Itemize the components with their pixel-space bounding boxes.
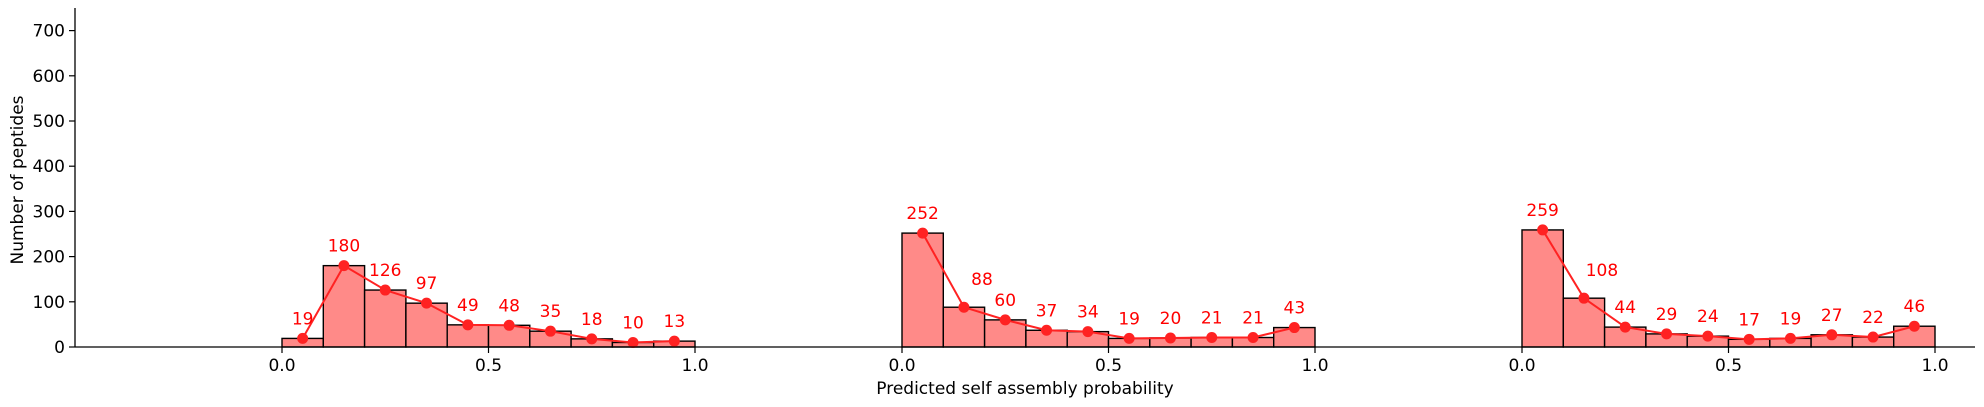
y-tick-label: 200 bbox=[33, 248, 65, 268]
data-point bbox=[1578, 292, 1590, 304]
bars-layer bbox=[281, 229, 1936, 348]
data-point bbox=[1826, 329, 1838, 341]
data-point bbox=[1867, 331, 1879, 343]
histogram-bar bbox=[363, 289, 407, 348]
data-point bbox=[297, 332, 309, 344]
data-point bbox=[958, 301, 970, 313]
data-label: 18 bbox=[581, 310, 603, 330]
data-point bbox=[999, 314, 1011, 326]
data-label: 19 bbox=[1118, 309, 1140, 329]
data-label: 46 bbox=[1904, 297, 1926, 317]
data-label: 97 bbox=[416, 274, 438, 294]
data-label: 13 bbox=[664, 312, 686, 332]
data-label: 252 bbox=[906, 204, 938, 224]
x-axis-title: Predicted self assembly probability bbox=[876, 379, 1173, 399]
data-label: 22 bbox=[1862, 308, 1884, 328]
data-point bbox=[1702, 330, 1714, 342]
axes-layer bbox=[74, 8, 1975, 348]
data-label: 19 bbox=[1780, 309, 1802, 329]
data-label: 19 bbox=[292, 309, 314, 329]
histogram-bar bbox=[901, 232, 944, 348]
y-tick-label: 0 bbox=[54, 338, 65, 358]
y-axis-title: Number of peptides bbox=[8, 95, 28, 264]
data-point bbox=[917, 227, 929, 239]
data-label: 20 bbox=[1160, 309, 1182, 329]
data-label: 43 bbox=[1284, 299, 1306, 319]
histogram-bar bbox=[1521, 229, 1564, 348]
x-tick-label: 1.0 bbox=[1301, 356, 1328, 376]
y-tick-label: 700 bbox=[33, 22, 65, 42]
y-tick-label: 300 bbox=[33, 202, 65, 222]
data-point bbox=[1123, 332, 1135, 344]
data-label: 35 bbox=[540, 302, 562, 322]
data-point bbox=[668, 335, 680, 347]
histogram-bar bbox=[322, 264, 366, 348]
data-point bbox=[338, 260, 350, 272]
data-point bbox=[1288, 322, 1300, 334]
y-tick-label: 600 bbox=[33, 67, 65, 87]
data-point bbox=[503, 319, 515, 331]
x-tick-label: 0.0 bbox=[888, 356, 915, 376]
data-point bbox=[1661, 328, 1673, 340]
data-label: 60 bbox=[994, 291, 1016, 311]
data-label: 180 bbox=[328, 237, 360, 257]
data-point bbox=[1908, 320, 1920, 332]
data-label: 88 bbox=[971, 270, 993, 290]
ticks-layer: 0.0 0.5 1.0 0.0 0.5 1.0 0.0 0.5 1.0 0 100 200 300 400… bbox=[33, 22, 1949, 376]
data-point bbox=[421, 297, 433, 309]
data-point bbox=[544, 325, 556, 337]
data-point bbox=[1784, 332, 1796, 344]
data-label: 24 bbox=[1697, 307, 1719, 327]
x-tick-label: 0.5 bbox=[475, 356, 502, 376]
data-point bbox=[462, 319, 474, 331]
y-tick-label: 500 bbox=[33, 112, 65, 132]
data-label: 259 bbox=[1526, 201, 1558, 221]
x-tick-label: 0.5 bbox=[1715, 356, 1742, 376]
data-point bbox=[1247, 332, 1259, 344]
data-label: 48 bbox=[498, 296, 520, 316]
data-point bbox=[586, 333, 598, 345]
y-tick-label: 100 bbox=[33, 293, 65, 313]
data-label: 49 bbox=[457, 296, 479, 316]
data-label: 37 bbox=[1036, 301, 1058, 321]
data-point bbox=[1619, 321, 1631, 333]
lines-layer bbox=[297, 224, 1920, 348]
data-label: 17 bbox=[1738, 310, 1760, 330]
x-tick-label: 0.5 bbox=[1095, 356, 1122, 376]
y-tick-label: 400 bbox=[33, 157, 65, 177]
x-tick-label: 0.0 bbox=[1508, 356, 1535, 376]
data-label: 44 bbox=[1614, 298, 1636, 318]
x-tick-label: 0.0 bbox=[268, 356, 295, 376]
data-label: 108 bbox=[1586, 261, 1618, 281]
data-label: 29 bbox=[1656, 305, 1678, 325]
data-point bbox=[1743, 333, 1755, 345]
data-point bbox=[379, 284, 391, 296]
data-point bbox=[1537, 224, 1549, 236]
data-label: 21 bbox=[1242, 309, 1264, 329]
data-label: 21 bbox=[1201, 309, 1223, 329]
data-label: 10 bbox=[622, 313, 644, 333]
data-point bbox=[1164, 332, 1176, 344]
series-line bbox=[921, 232, 1295, 340]
data-point bbox=[1082, 326, 1094, 338]
data-point bbox=[1041, 324, 1053, 336]
data-label: 27 bbox=[1821, 306, 1843, 326]
x-tick-label: 1.0 bbox=[681, 356, 708, 376]
histogram-bar bbox=[1562, 297, 1606, 348]
data-label: 34 bbox=[1077, 303, 1099, 323]
x-tick-label: 1.0 bbox=[1921, 356, 1948, 376]
data-label: 126 bbox=[369, 261, 401, 281]
data-point bbox=[627, 336, 639, 348]
data-point bbox=[1206, 332, 1218, 344]
histogram-bar bbox=[942, 306, 986, 348]
series-line bbox=[301, 264, 675, 344]
series-line bbox=[1541, 229, 1915, 341]
